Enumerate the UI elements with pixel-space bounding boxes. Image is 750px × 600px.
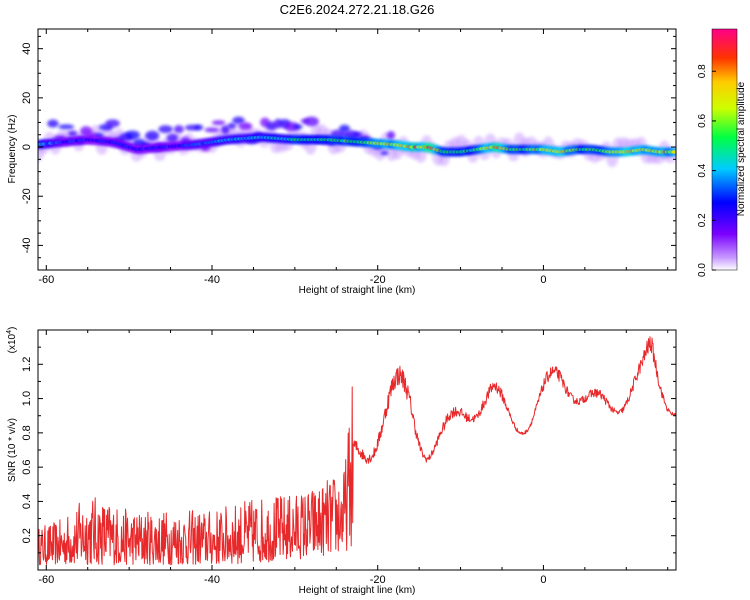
spectrogram-feature (227, 122, 237, 129)
spectrogram-image (38, 116, 676, 168)
colorbar-tick-label: 0.4 (697, 163, 708, 177)
spectrogram-feature (166, 133, 179, 143)
figure-title: C2E6.2024.272.21.18.G26 (280, 2, 435, 17)
snr-plot-area (38, 336, 676, 566)
spectrogram-feature (58, 124, 75, 130)
spectrogram-axes: -60 -40 -20 0 -40 -20 0 20 40 (21, 29, 676, 286)
x-tick-label: -40 (204, 274, 220, 286)
snr-x-axis-label: Height of straight line (km) (299, 585, 416, 596)
y-tick-label: 0 (21, 144, 33, 150)
spectrogram-feature (158, 125, 173, 134)
x-tick-label: 0 (540, 274, 546, 286)
snr-series-line (38, 336, 676, 566)
spectrogram-feature (145, 130, 160, 141)
spectrogram-feature (380, 151, 389, 156)
y-tick-label: -20 (21, 188, 33, 204)
spectrogram-frame (37, 28, 677, 271)
y-tick-label: 1.0 (21, 391, 33, 406)
y-tick-label: 0.4 (21, 494, 33, 509)
y-tick-label: 0.2 (21, 528, 33, 543)
colorbar-tick-label: 0.6 (697, 114, 708, 128)
y-tick-label: 40 (21, 43, 33, 55)
y-tick-label: 20 (21, 92, 33, 104)
x-tick-label: -40 (204, 574, 220, 586)
spectrogram-ridge-core (671, 150, 676, 154)
spectrogram-x-axis-label: Height of straight line (km) (299, 285, 416, 296)
spectrogram-feature (211, 120, 226, 126)
spectrogram-feature (194, 124, 204, 131)
colorbar-tick-label: 0.0 (697, 263, 708, 277)
y-tick-label: 0.8 (21, 425, 33, 440)
spectrogram-feature (68, 130, 78, 137)
spectrogram-feature (47, 119, 59, 128)
y-tick-label: 1.2 (21, 357, 33, 372)
snr-y-multiplier: (x104) (6, 327, 18, 354)
colorbar-tick-label: 0.2 (697, 213, 708, 227)
spectrogram-feature (204, 127, 220, 133)
spectrogram-feature (293, 124, 303, 130)
colorbar-ticks: 0.0 0.2 0.4 0.6 0.8 (697, 64, 716, 277)
spectrogram-feature (232, 116, 245, 125)
colorbar: 0.0 0.2 0.4 0.6 0.8 Normalized spectral ampl… (697, 28, 747, 277)
spectrogram-feature (173, 125, 184, 134)
colorbar-tick-label: 0.8 (697, 64, 708, 78)
spectrogram-feature (353, 132, 363, 137)
x-tick-label: -20 (370, 274, 386, 286)
y-tick-label: 0.6 (21, 459, 33, 474)
x-tick-label: 0 (540, 574, 546, 586)
colorbar-scale (711, 28, 738, 271)
snr-panel: -60 -40 -20 0 0.2 0.4 0.6 0.8 1.0 1.2 Height of s… (6, 327, 677, 596)
x-tick-label: -60 (38, 274, 54, 286)
colorbar-label: Normalized spectral amplitude (736, 81, 747, 216)
spectrogram-feature (238, 122, 253, 130)
spectrogram-feature (105, 119, 120, 128)
x-tick-label: -60 (38, 574, 54, 586)
spectrogram-feature (124, 130, 140, 140)
spectrogram-feature (221, 125, 230, 135)
x-tick-label: -20 (370, 574, 386, 586)
spectrogram-feature (386, 130, 396, 140)
spectrogram-panel: -60 -40 -20 0 -40 -20 0 20 40 Height of straight… (7, 28, 677, 296)
spectrogram-feature (339, 124, 351, 133)
spectrogram-y-axis-label: Frequency (Hz) (7, 115, 18, 184)
snr-y-axis-label: SNR (10 * v/v) (7, 418, 18, 482)
y-tick-label: -40 (21, 237, 33, 253)
snr-axes: -60 -40 -20 0 0.2 0.4 0.6 0.8 1.0 1.2 (21, 330, 676, 586)
spectrogram-feature (303, 116, 319, 127)
